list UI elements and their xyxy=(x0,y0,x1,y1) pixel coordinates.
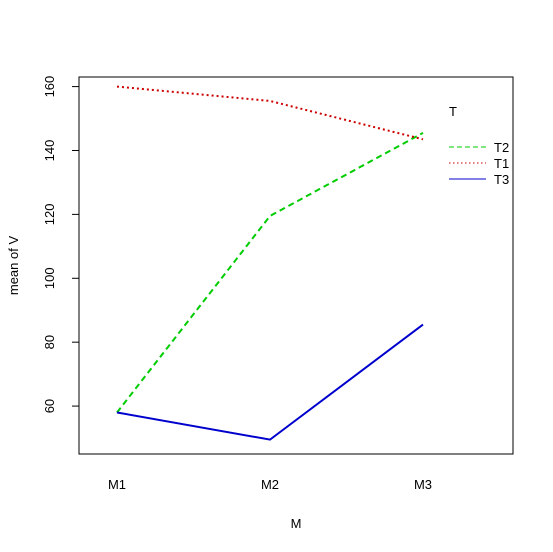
y-tick-label: 140 xyxy=(42,140,57,162)
legend-title: T xyxy=(449,104,457,119)
plot-frame xyxy=(78,76,514,455)
y-tick-label: 60 xyxy=(42,399,57,413)
y-tick-label: 100 xyxy=(42,267,57,289)
x-tick-label: M2 xyxy=(261,477,279,492)
legend-label-t3: T3 xyxy=(494,172,509,187)
legend-label-t2: T2 xyxy=(494,140,509,155)
legend-label-t1: T1 xyxy=(494,156,509,171)
x-axis-title: M xyxy=(291,516,302,531)
series-line-t2 xyxy=(116,132,424,414)
x-tick-label: M1 xyxy=(108,477,126,492)
series-lines xyxy=(116,85,424,441)
x-tick-label: M3 xyxy=(414,477,432,492)
y-tick-label: 120 xyxy=(42,204,57,226)
series-line-t3 xyxy=(116,323,424,441)
y-axis: 60 80 100 120 140 160 xyxy=(42,76,79,413)
y-axis-title: mean of V xyxy=(6,236,21,296)
y-tick-label: 80 xyxy=(42,335,57,349)
series-line-t1 xyxy=(116,85,424,141)
y-tick-label: 160 xyxy=(42,76,57,98)
x-axis: M1 M2 M3 xyxy=(108,477,432,492)
